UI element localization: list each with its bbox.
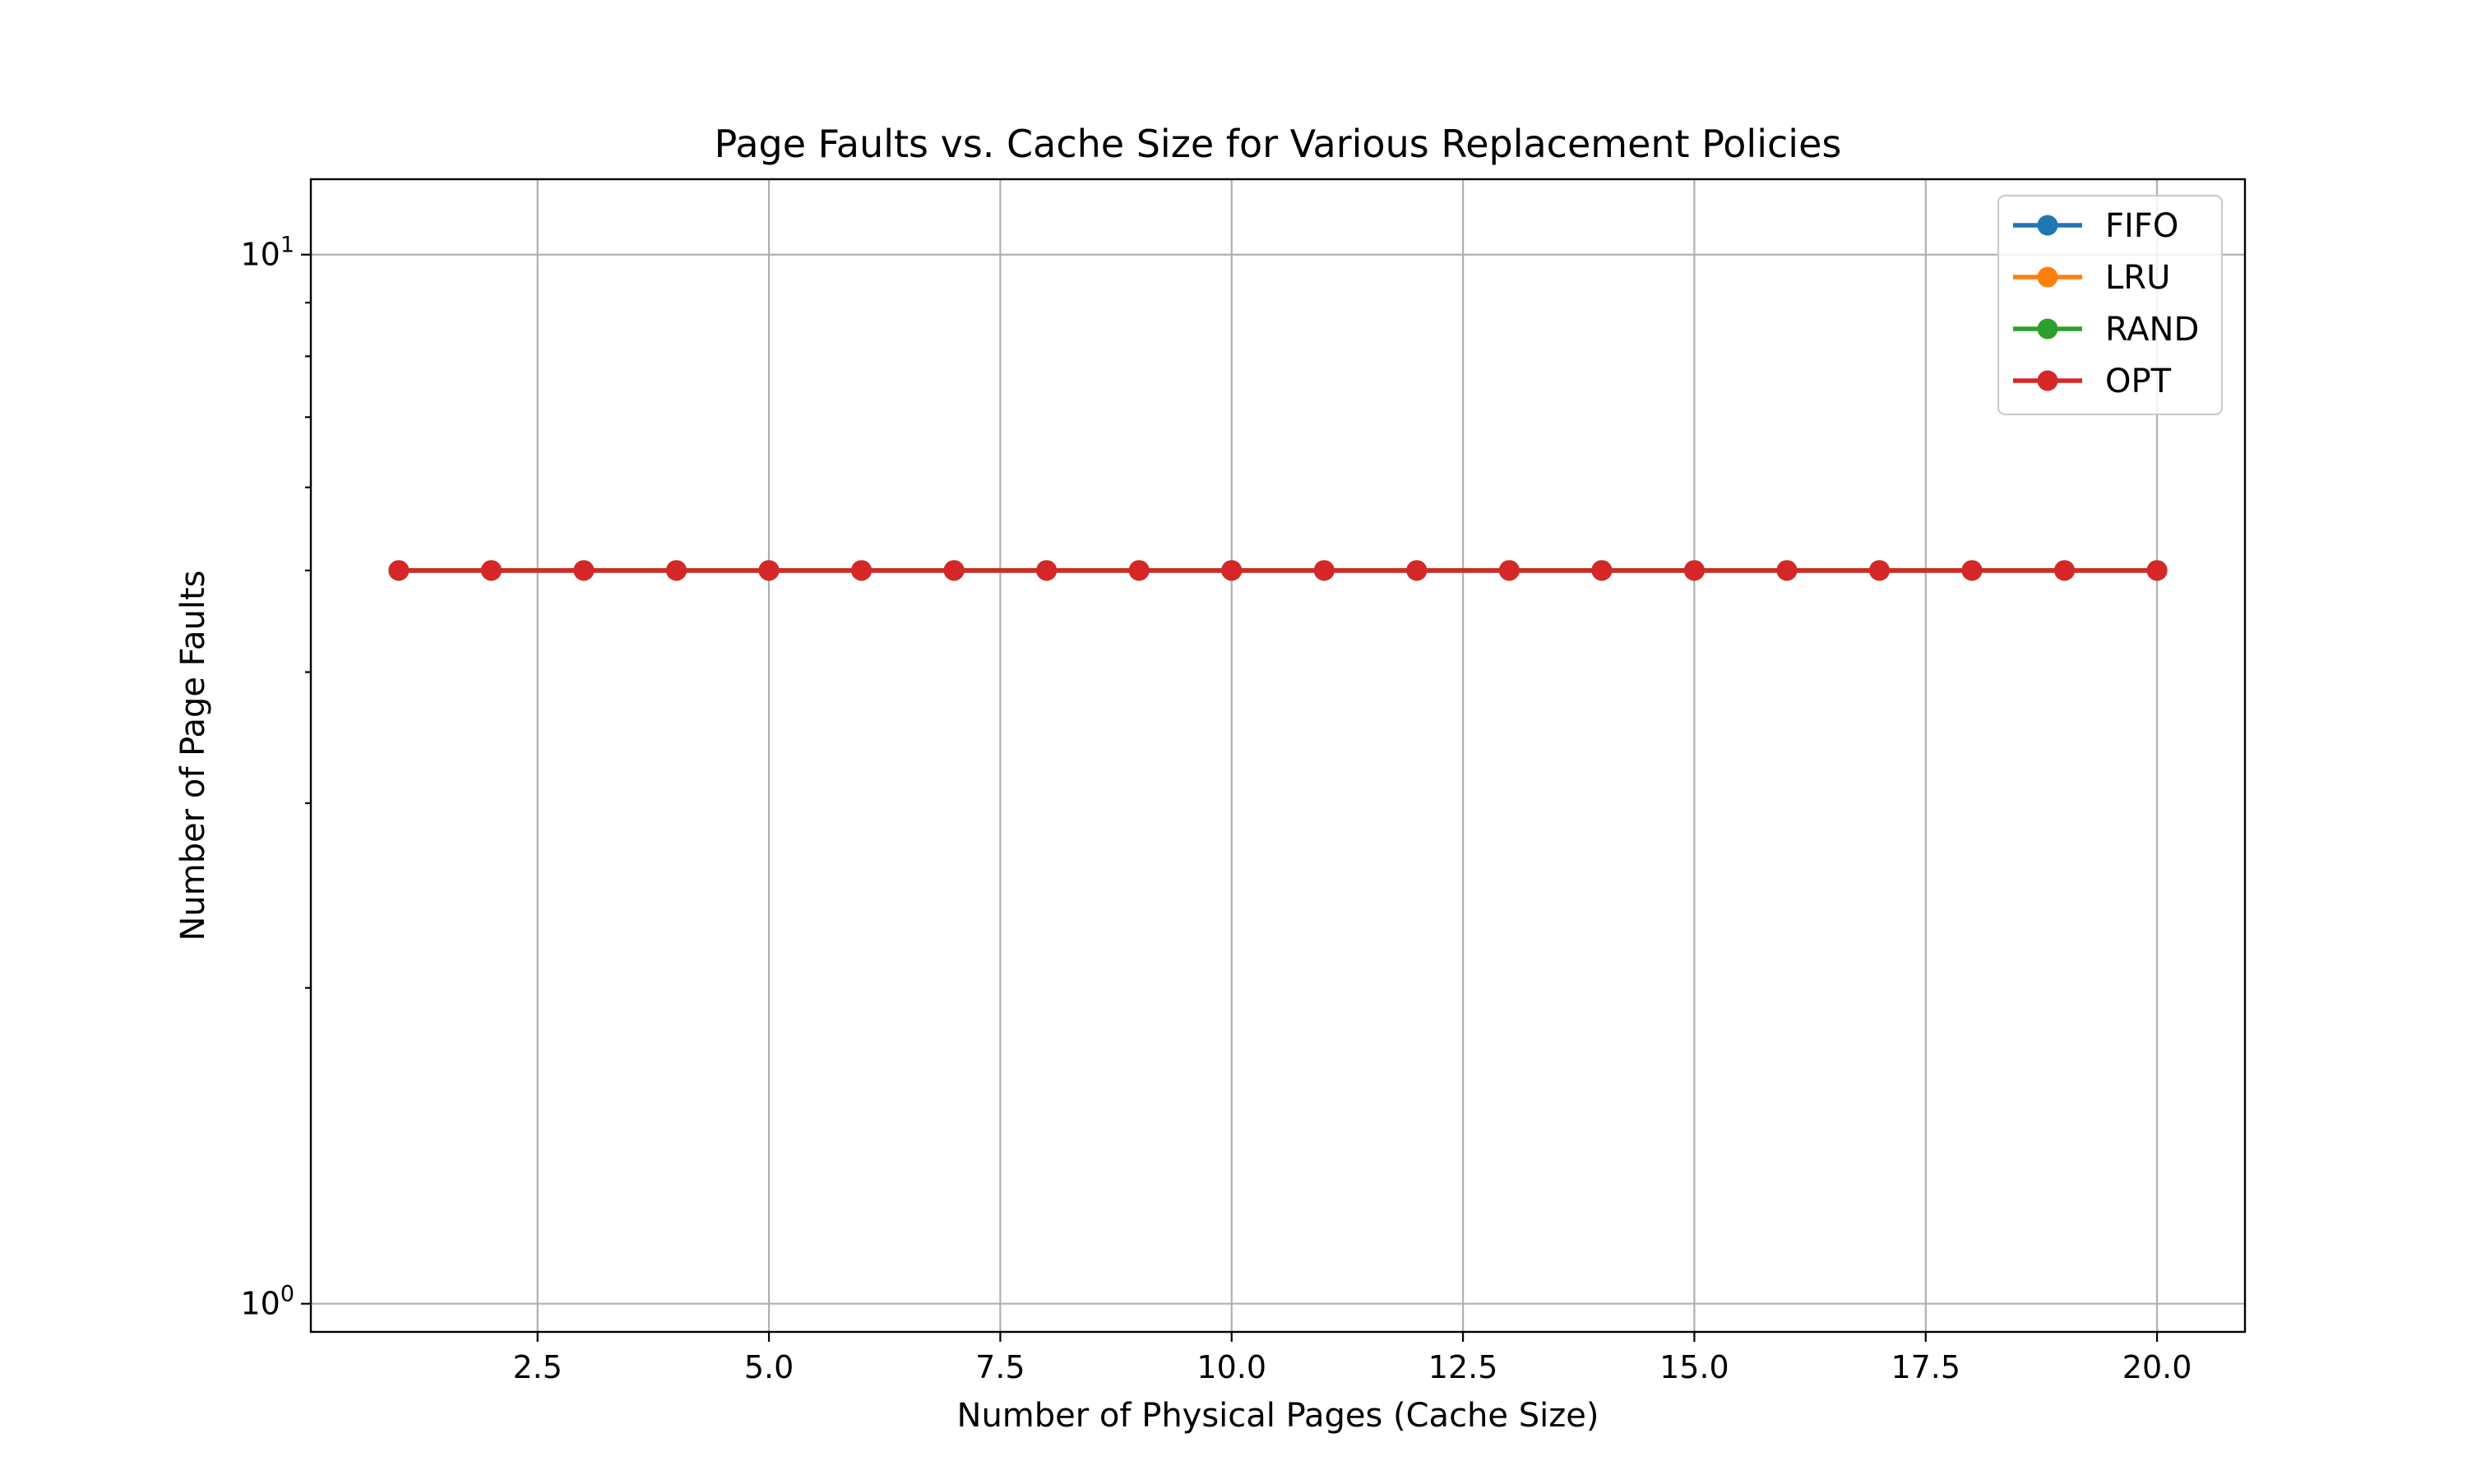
legend-marker	[2037, 370, 2058, 391]
x-tick-label: 10.0	[1196, 1349, 1266, 1385]
y-tick-label: 100	[240, 1282, 294, 1322]
series-group	[388, 560, 2168, 581]
x-tick-label: 15.0	[1659, 1349, 1729, 1385]
data-point	[1313, 560, 1335, 581]
data-point	[851, 560, 872, 581]
legend-marker	[2037, 318, 2058, 340]
data-point	[1128, 560, 1150, 581]
data-point	[1868, 560, 1890, 581]
data-point	[1221, 560, 1243, 581]
legend-label: OPT	[2105, 363, 2172, 400]
legend-label: RAND	[2105, 311, 2199, 349]
ticks: 2.5 5.0 7.5 10.0 12.5 15.0 17.5 20.0 100 101	[240, 233, 2192, 1385]
x-tick-label: 17.5	[1891, 1349, 1960, 1385]
data-point	[573, 560, 595, 581]
data-point	[1961, 560, 1983, 581]
data-point	[1683, 560, 1705, 581]
legend-label: LRU	[2105, 259, 2170, 297]
data-point	[1591, 560, 1613, 581]
series-opt	[388, 560, 2168, 581]
y-tick-label: 101	[240, 233, 294, 273]
data-point	[666, 560, 687, 581]
data-point	[1776, 560, 1798, 581]
data-point	[758, 560, 780, 581]
x-tick-label: 7.5	[975, 1349, 1025, 1385]
y-axis-label: Number of Page Faults	[174, 570, 212, 941]
legend-label: FIFO	[2105, 207, 2178, 245]
data-point	[1036, 560, 1058, 581]
x-tick-label: 20.0	[2122, 1349, 2192, 1385]
data-point	[2054, 560, 2076, 581]
legend-marker	[2037, 215, 2058, 236]
legend: FIFO LRU RAND OPT	[1997, 194, 2224, 416]
x-axis-label: Number of Physical Pages (Cache Size)	[957, 1397, 1599, 1435]
legend-item-rand: RAND	[2013, 311, 2199, 349]
legend-box	[1997, 194, 2224, 416]
x-tick-label: 12.5	[1428, 1349, 1498, 1385]
data-point	[388, 560, 410, 581]
chart-title: Page Faults vs. Cache Size for Various R…	[715, 122, 1842, 166]
data-point	[480, 560, 502, 581]
legend-item-fifo: FIFO	[2013, 207, 2178, 245]
data-point	[1498, 560, 1520, 581]
legend-item-lru: LRU	[2013, 259, 2170, 297]
data-point	[2146, 560, 2168, 581]
data-point	[943, 560, 965, 581]
data-point	[1406, 560, 1428, 581]
x-tick-label: 5.0	[744, 1349, 794, 1385]
legend-item-opt: OPT	[2013, 363, 2172, 400]
legend-marker	[2037, 266, 2058, 288]
axes-frame	[309, 178, 2247, 1334]
x-tick-label: 2.5	[512, 1349, 562, 1385]
